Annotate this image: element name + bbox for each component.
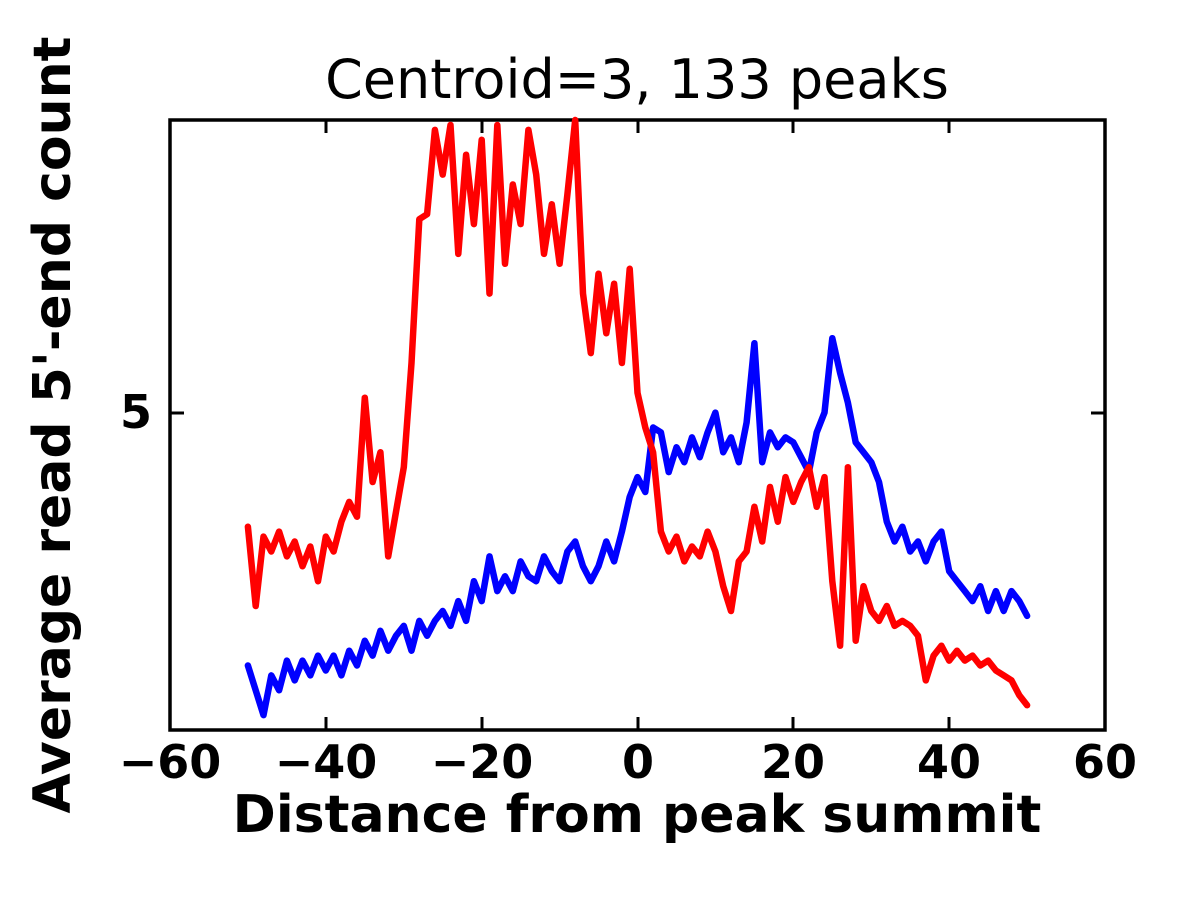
x-tick-label: 20	[761, 735, 825, 789]
series-blue-line	[244, 334, 1031, 719]
plot-border	[168, 118, 1107, 732]
x-tick-label: 40	[917, 735, 981, 789]
x-tick-label: −40	[275, 735, 378, 789]
x-tick-label: −20	[431, 735, 534, 789]
y-axis-label: Average read 5'-end count	[23, 37, 83, 814]
x-tick-label: −60	[119, 735, 222, 789]
y-tick-label: 5	[120, 385, 152, 439]
chart-title: Centroid=3, 133 peaks	[325, 48, 949, 111]
series-red-line	[244, 116, 1031, 709]
x-tick-label: 60	[1073, 735, 1137, 789]
x-tick-label: 0	[622, 735, 654, 789]
x-axis-label: Distance from peak summit	[233, 785, 1042, 845]
